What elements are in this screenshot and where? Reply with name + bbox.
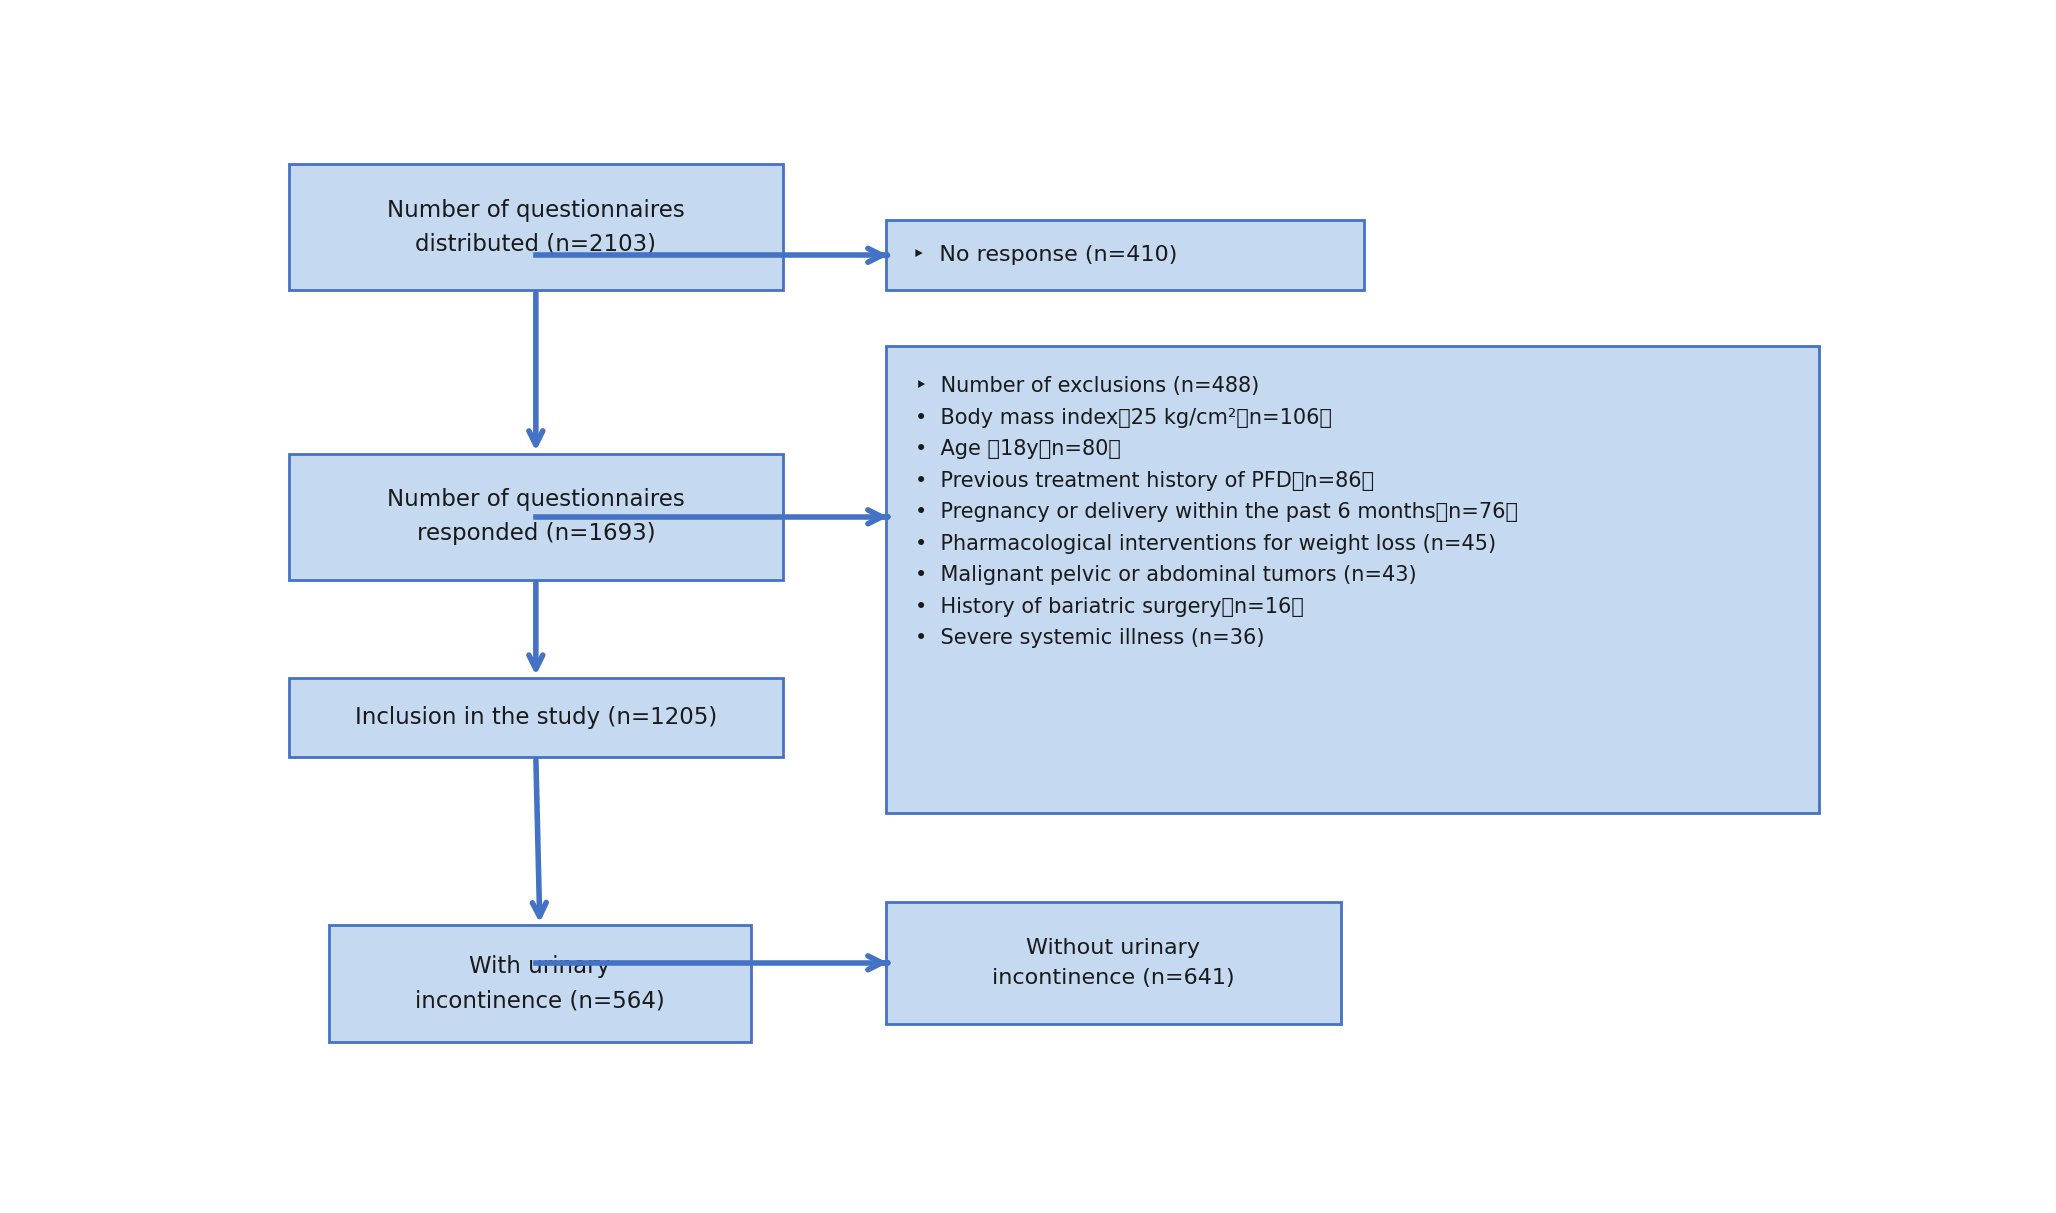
FancyBboxPatch shape: [288, 454, 783, 580]
FancyBboxPatch shape: [288, 164, 783, 290]
FancyBboxPatch shape: [329, 926, 750, 1042]
FancyBboxPatch shape: [886, 221, 1365, 290]
Text: Number of questionnaires
responded (n=1693): Number of questionnaires responded (n=16…: [387, 489, 685, 545]
Text: With urinary
incontinence (n=564): With urinary incontinence (n=564): [415, 956, 664, 1012]
Text: Inclusion in the study (n=1205): Inclusion in the study (n=1205): [356, 706, 718, 729]
Text: ‣  Number of exclusions (n=488)
•  Body mass index＜25 kg/cm²（n=106）
•  Age ＜18y（: ‣ Number of exclusions (n=488) • Body ma…: [915, 376, 1517, 649]
Text: ‣  No response (n=410): ‣ No response (n=410): [913, 245, 1178, 266]
Text: Without urinary
incontinence (n=641): Without urinary incontinence (n=641): [993, 938, 1236, 987]
FancyBboxPatch shape: [288, 678, 783, 757]
Text: Number of questionnaires
distributed (n=2103): Number of questionnaires distributed (n=…: [387, 199, 685, 256]
FancyBboxPatch shape: [886, 902, 1341, 1024]
FancyBboxPatch shape: [886, 347, 1820, 814]
